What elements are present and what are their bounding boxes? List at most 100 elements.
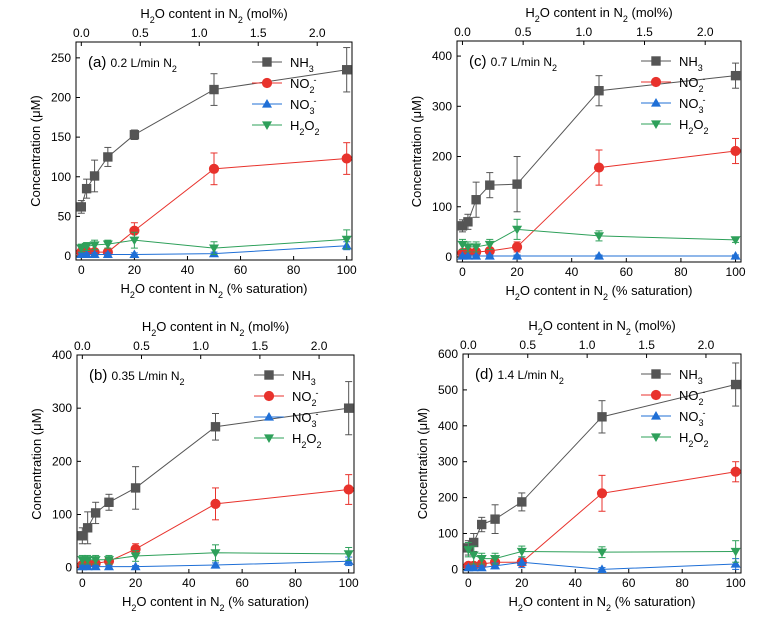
- legend-marker: [261, 77, 273, 89]
- legend-label: NH3: [679, 54, 703, 73]
- legend-item-NH3: NH3: [641, 367, 703, 386]
- legend-marker: [263, 390, 275, 402]
- legend-label: NO3-: [679, 95, 706, 115]
- legend-marker: [651, 369, 661, 379]
- legend-marker: [264, 434, 274, 443]
- x-axis-title: H2O content in N2 (% saturation): [122, 594, 309, 613]
- top-x-axis-title: H2O content in N2 (mol%): [142, 319, 289, 338]
- y-tick-label: 600: [438, 347, 458, 361]
- x-tick-label: 100: [339, 576, 359, 590]
- y-tick-label: 100: [438, 527, 458, 541]
- data-point: [102, 240, 113, 250]
- x-tick-label: 60: [620, 265, 634, 279]
- data-point: [89, 241, 100, 250]
- data-point: [210, 422, 221, 432]
- data-point: [512, 179, 522, 189]
- data-point: [516, 557, 527, 566]
- data-point: [471, 250, 482, 260]
- data-point: [490, 514, 500, 524]
- data-point: [471, 243, 482, 252]
- legend-marker: [650, 389, 662, 401]
- top-x-tick-label: 0.0: [73, 26, 90, 40]
- data-point: [485, 180, 495, 190]
- data-point: [730, 145, 741, 157]
- legend-item-NO3: NO3-: [254, 409, 319, 429]
- legend-item-NO2: NO2-: [641, 387, 706, 407]
- top-x-tick-label: 0.0: [74, 339, 91, 353]
- data-point: [210, 560, 221, 569]
- panel-annotation: (c) 0.7 L/min N2: [469, 53, 557, 73]
- data-point: [484, 240, 495, 250]
- y-tick-label: 200: [52, 454, 72, 468]
- legend-item-NO2: NO2-: [641, 74, 706, 94]
- y-tick-label: 50: [58, 209, 72, 223]
- data-point: [490, 555, 501, 564]
- data-point: [730, 559, 741, 568]
- y-tick-label: 200: [438, 491, 458, 505]
- y-tick-label: 300: [52, 401, 72, 415]
- legend-marker: [651, 56, 661, 66]
- data-point: [477, 519, 487, 530]
- data-point: [103, 152, 113, 162]
- top-x-tick-label: 1.5: [636, 25, 653, 39]
- data-point: [209, 244, 219, 254]
- data-point: [730, 70, 741, 81]
- data-point: [730, 466, 741, 477]
- legend-item-H2O2: H2O2: [641, 117, 709, 136]
- panel-annotation: (d) 1.4 L/min N2: [475, 366, 564, 386]
- data-point: [597, 564, 607, 574]
- data-point: [593, 162, 605, 173]
- x-tick-label: 0: [459, 265, 466, 279]
- y-axis-title: Concentration (μM): [29, 408, 44, 520]
- data-point: [476, 555, 487, 564]
- data-point: [476, 562, 487, 572]
- series-NH3: [77, 381, 354, 545]
- data-point: [129, 130, 140, 140]
- data-point: [511, 241, 523, 253]
- top-x-tick-label: 1.5: [250, 26, 267, 40]
- legend-marker: [264, 412, 274, 421]
- data-point: [463, 546, 474, 555]
- legend-item-NO2: NO2-: [252, 75, 317, 95]
- chart-panel-c: 0 20 40 60 80 100 0.0 0.5 1.0 1.5 2.0 0 100 200 300 400…: [409, 5, 746, 302]
- y-axis-title: Concentration (μM): [409, 96, 424, 208]
- data-point: [208, 163, 220, 174]
- legend-item-H2O2: H2O2: [254, 431, 322, 450]
- data-point: [81, 242, 92, 252]
- data-point: [90, 508, 101, 518]
- data-point: [730, 547, 741, 557]
- data-point: [594, 86, 604, 96]
- top-x-tick-label: 0.5: [133, 339, 150, 353]
- y-tick-label: 250: [51, 51, 71, 65]
- top-x-tick-label: 2.0: [697, 25, 714, 39]
- legend-label: H2O2: [679, 117, 709, 136]
- x-tick-label: 80: [674, 265, 688, 279]
- legend-label: NO3-: [292, 409, 319, 429]
- data-point: [463, 217, 473, 227]
- series-NO3: [463, 556, 741, 574]
- top-x-tick-label: 1.5: [638, 338, 655, 352]
- y-tick-label: 100: [52, 508, 72, 522]
- legend-item-H2O2: H2O2: [641, 430, 709, 449]
- top-x-tick-label: 0.0: [454, 25, 471, 39]
- x-tick-label: 20: [128, 263, 142, 277]
- x-tick-label: 80: [289, 576, 303, 590]
- legend-label: NH3: [290, 55, 314, 74]
- data-point: [76, 202, 87, 212]
- panel-annotation: (b) 0.35 L/min N2: [89, 367, 185, 387]
- x-tick-label: 100: [726, 576, 746, 590]
- legend-item-NH3: NH3: [254, 368, 316, 387]
- series-H2O2: [77, 544, 354, 565]
- data-point: [457, 240, 468, 250]
- legend-label: NH3: [292, 368, 316, 387]
- y-tick-label: 0: [65, 561, 72, 575]
- data-point: [130, 552, 141, 561]
- plot-frame: [462, 353, 742, 574]
- legend-label: H2O2: [292, 431, 322, 450]
- data-point: [89, 171, 100, 181]
- legend-label: NO3-: [290, 96, 317, 116]
- data-point: [468, 562, 479, 572]
- series-H2O2: [76, 229, 352, 255]
- top-x-tick-label: 1.0: [191, 26, 208, 40]
